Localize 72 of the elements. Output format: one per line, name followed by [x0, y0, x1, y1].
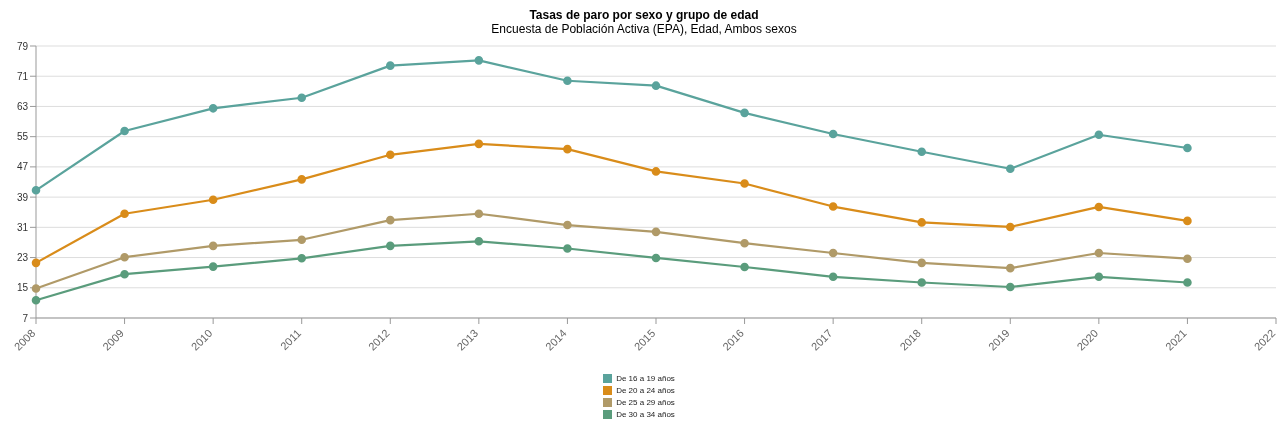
point: [31, 295, 41, 305]
point: [1094, 202, 1104, 212]
legend-label: De 30 a 34 años: [616, 410, 675, 419]
point: [828, 202, 838, 211]
legend-label: De 16 a 19 años: [616, 374, 675, 383]
y-tick-label: 79: [16, 40, 29, 52]
y-tick-label: 7: [22, 312, 29, 324]
point: [1183, 254, 1192, 263]
point: [651, 81, 661, 90]
point: [1094, 248, 1104, 258]
point: [474, 139, 484, 149]
point: [385, 61, 395, 70]
point: [297, 93, 307, 103]
point: [208, 195, 218, 205]
y-tick-label: 63: [16, 100, 29, 112]
point: [740, 262, 749, 272]
point: [917, 218, 927, 227]
point: [208, 262, 218, 271]
point: [385, 241, 395, 251]
point: [474, 56, 484, 65]
point: [563, 144, 572, 154]
point: [563, 244, 572, 253]
point: [31, 258, 41, 268]
point: [740, 238, 749, 248]
point: [1183, 143, 1192, 153]
point: [297, 235, 307, 245]
chart-subtitle: Encuesta de Población Activa (EPA), Edad, Ambos sexos: [490, 22, 798, 36]
point: [917, 147, 927, 157]
point: [474, 237, 484, 246]
point: [828, 129, 838, 139]
point: [1005, 164, 1015, 174]
point: [120, 126, 129, 136]
point: [297, 254, 307, 263]
point: [120, 252, 129, 262]
point: [120, 209, 129, 219]
point: [1005, 263, 1015, 273]
y-tick-label: 15: [16, 282, 29, 294]
point: [563, 76, 572, 86]
y-tick-label: 55: [16, 131, 29, 143]
point: [1183, 278, 1192, 287]
point: [120, 269, 129, 279]
y-tick-label: 31: [16, 221, 29, 233]
y-tick-label: 71: [16, 70, 29, 82]
point: [385, 150, 395, 160]
legend-label: De 25 a 29 años: [616, 398, 675, 407]
point: [208, 104, 218, 113]
chart-title: Tasas de paro por sexo y grupo de edad: [528, 8, 760, 22]
point: [651, 253, 661, 263]
point: [31, 284, 41, 293]
y-tick-label: 23: [16, 252, 29, 264]
point: [1183, 216, 1192, 226]
point: [208, 241, 218, 251]
point: [385, 215, 395, 225]
point: [1005, 222, 1015, 232]
point: [1094, 130, 1104, 140]
y-tick-label: 47: [16, 161, 29, 173]
point: [297, 175, 307, 184]
point: [917, 258, 927, 268]
point: [563, 220, 572, 230]
point: [651, 167, 661, 176]
legend-label: De 20 a 24 años: [616, 386, 675, 395]
point: [828, 272, 838, 282]
point: [740, 108, 749, 118]
point: [1094, 272, 1104, 282]
point: [651, 227, 661, 237]
point: [828, 248, 838, 258]
y-tick-label: 39: [16, 191, 29, 203]
point: [474, 209, 484, 219]
point: [740, 179, 749, 188]
point: [1005, 282, 1015, 292]
point: [31, 186, 41, 195]
point: [917, 278, 927, 287]
